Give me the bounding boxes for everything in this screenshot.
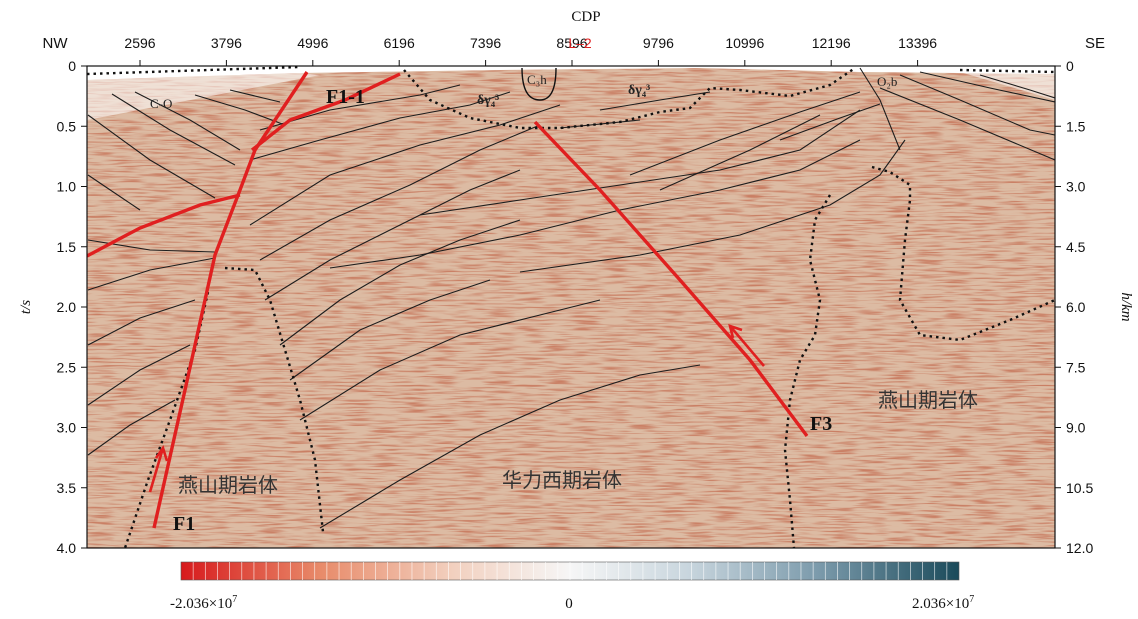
right-tick-label: 0 <box>1066 58 1074 74</box>
colorbar-mid-label: 0 <box>565 596 573 612</box>
left-tick-label: 0.5 <box>57 118 77 134</box>
left-axis-title: t/s <box>18 300 34 314</box>
left-tick-label: 0 <box>68 58 76 74</box>
rock-label-right: 燕山期岩体 <box>878 388 978 412</box>
left-tick-label: 3.0 <box>57 420 77 436</box>
right-tick-label: 1.5 <box>1066 118 1086 134</box>
fault-f1-branch-line <box>87 193 241 258</box>
right-tick-label: 10.5 <box>1066 480 1093 496</box>
right-tick-label: 9.0 <box>1066 420 1086 436</box>
fault-label-f1: F1 <box>173 513 195 535</box>
left-tick-label: 1.0 <box>57 179 77 195</box>
top-tick-label: 12196 <box>812 35 851 51</box>
colorbar-cells <box>192 562 948 580</box>
left-tick-label: 2.0 <box>57 299 77 315</box>
fault-f1-1-line <box>250 72 401 152</box>
right-tick-label: 3.0 <box>1066 179 1086 195</box>
rock-label-center: 华力西期岩体 <box>502 468 622 492</box>
top-axis-title: CDP <box>571 9 600 25</box>
left-tick-label: 1.5 <box>57 239 77 255</box>
right-axis: 0 1.5 3.0 4.5 6.0 7.5 9.0 10.5 12.0 <box>1055 58 1093 556</box>
top-tick-label: 6196 <box>384 35 415 51</box>
right-tick-label: 4.5 <box>1066 239 1086 255</box>
fault-label-f3: F3 <box>810 413 832 435</box>
direction-left: NW <box>43 35 69 52</box>
top-tick-label: 8596 <box>556 35 587 51</box>
left-tick-label: 3.5 <box>57 480 77 496</box>
intrusion-symbol-right: δγ₄³ <box>628 83 650 98</box>
unit-label-o2b: O₂b <box>877 74 897 89</box>
right-tick-label: 7.5 <box>1066 359 1086 375</box>
horizon-lines <box>87 67 1055 529</box>
top-tick-label: 7396 <box>470 35 501 51</box>
left-tick-label: 2.5 <box>57 359 77 375</box>
c3h-basin-outline <box>521 67 557 101</box>
top-tick-label: 10996 <box>725 35 764 51</box>
colorbar-min-label: -2.036×107 <box>170 594 237 612</box>
fault-f3-line <box>533 120 809 438</box>
top-tick-label: 4996 <box>297 35 328 51</box>
unit-label-c3h: C₃h <box>527 72 547 87</box>
left-tick-label: 4.0 <box>57 540 77 556</box>
right-axis-title: h/km <box>1118 292 1134 321</box>
fault-label-f1-1: F1-1 <box>326 86 365 108</box>
survey-line-marker: L–2 <box>568 35 592 51</box>
top-tick-label: 3796 <box>211 35 242 51</box>
f3-arrow <box>728 324 765 367</box>
right-tick-label: 6.0 <box>1066 299 1086 315</box>
colorbar-max-label: 2.036×107 <box>912 594 974 612</box>
fault-arrows <box>148 324 765 493</box>
rock-label-left: 燕山期岩体 <box>178 473 278 497</box>
top-tick-label: 13396 <box>898 35 937 51</box>
unit-label-c-o: C-O <box>150 96 172 111</box>
colorbar <box>180 561 960 581</box>
f1-arrow <box>148 445 169 493</box>
fault-f1-line <box>152 71 309 529</box>
right-tick-label: 12.0 <box>1066 540 1093 556</box>
top-tick-label: 2596 <box>124 35 155 51</box>
left-axis: 0 0.5 1.0 1.5 2.0 2.5 3.0 3.5 4.0 <box>57 58 87 556</box>
top-axis: 2596 3796 4996 6196 7396 8596 9796 10996 12196 13… <box>124 35 937 66</box>
top-tick-label: 9796 <box>643 35 674 51</box>
fault-lines <box>87 71 809 529</box>
intrusion-symbol-left: δγ₄³ <box>477 93 499 108</box>
direction-right: SE <box>1085 35 1105 52</box>
